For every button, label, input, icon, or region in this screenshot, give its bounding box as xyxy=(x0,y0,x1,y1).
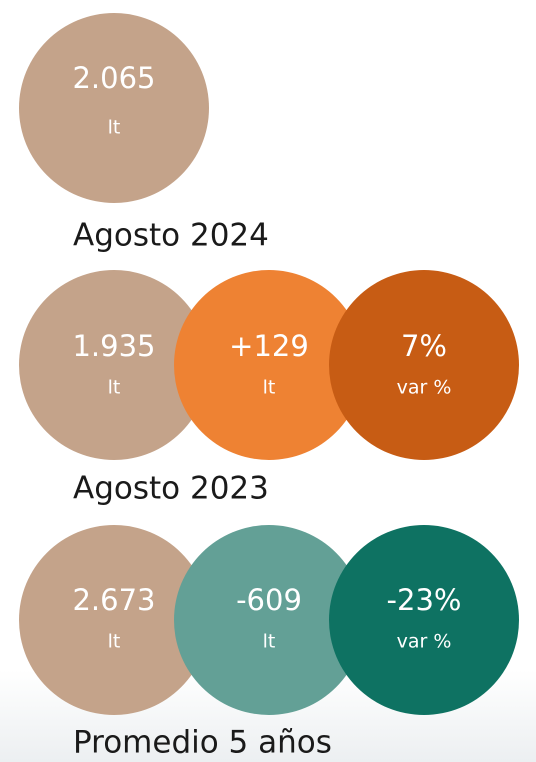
unit: lt xyxy=(108,377,121,399)
unit: lt xyxy=(108,631,121,653)
period-label: Agosto 2023 xyxy=(73,471,269,507)
unit: var % xyxy=(397,377,452,399)
circle xyxy=(329,270,519,460)
value: -609 xyxy=(236,583,302,617)
circle xyxy=(174,525,364,715)
circle xyxy=(19,270,209,460)
circle xyxy=(329,525,519,715)
value: +129 xyxy=(229,329,309,363)
circle xyxy=(19,525,209,715)
unit: lt xyxy=(108,117,121,139)
circle xyxy=(19,13,209,203)
value: 1.935 xyxy=(72,329,155,363)
period-label: Promedio 5 años xyxy=(73,725,332,761)
unit: lt xyxy=(263,631,276,653)
value: 2.673 xyxy=(72,583,155,617)
unit: lt xyxy=(263,377,276,399)
unit: var % xyxy=(397,631,452,653)
circle xyxy=(174,270,364,460)
value: -23% xyxy=(387,583,462,617)
period-label: Agosto 2024 xyxy=(73,218,269,254)
value: 2.065 xyxy=(72,61,155,95)
value: 7% xyxy=(401,329,447,363)
